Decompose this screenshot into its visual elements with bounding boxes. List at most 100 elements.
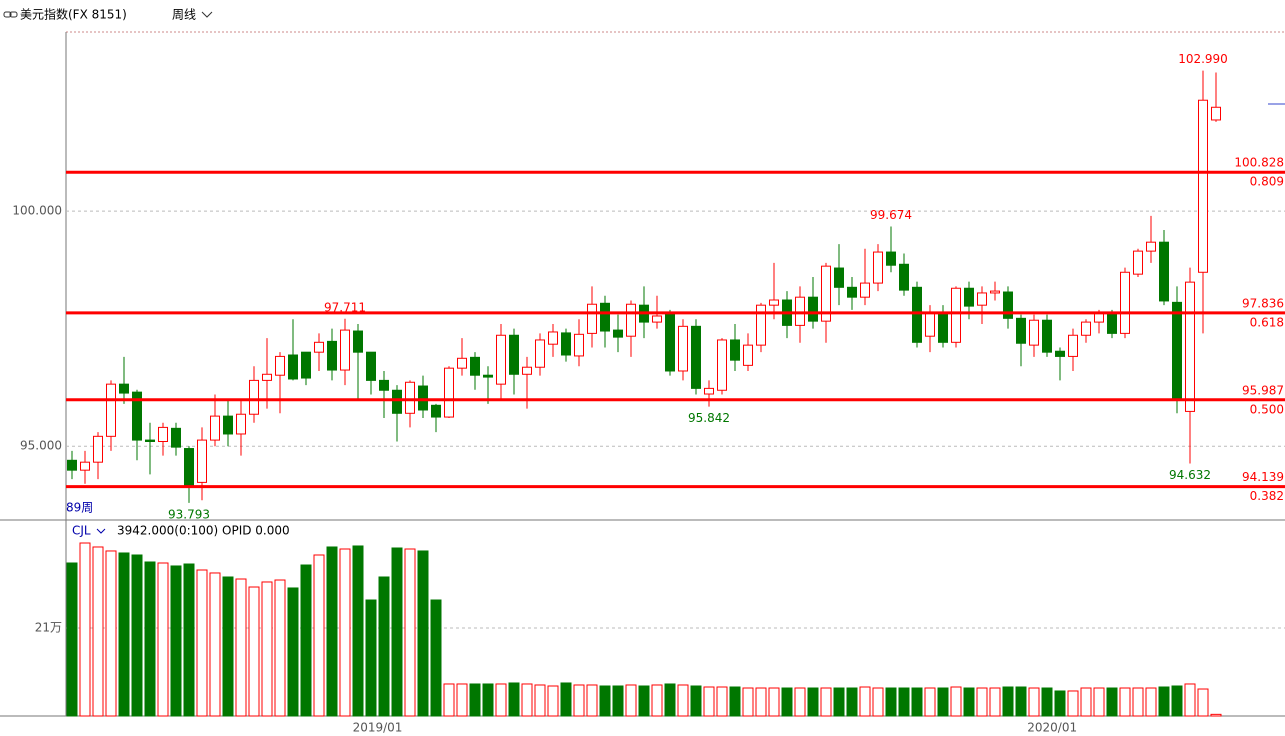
volume-bar: [417, 550, 429, 717]
candle-body: [1159, 241, 1169, 302]
period-chevron[interactable]: [201, 11, 213, 18]
candle-body: [431, 404, 441, 418]
volume-bar: [729, 686, 741, 717]
volume-bar: [521, 683, 533, 717]
candle-body: [691, 325, 701, 389]
candle-body: [1198, 99, 1208, 273]
candle-body: [847, 286, 857, 298]
candle-body: [1185, 281, 1195, 412]
candle-body: [626, 303, 636, 337]
volume-bar: [1067, 690, 1079, 717]
volume-bar: [898, 687, 910, 717]
candle-body: [678, 325, 688, 372]
candle-body: [1146, 241, 1156, 252]
candle-body: [1120, 271, 1130, 334]
candle-body: [1068, 334, 1078, 357]
candle-body: [210, 415, 220, 441]
candle-body: [353, 330, 363, 353]
volume-bar: [79, 542, 91, 717]
candle-body: [730, 339, 740, 361]
volume-bar: [859, 686, 871, 717]
volume-bar: [846, 687, 858, 717]
extreme-label: 102.990: [1178, 52, 1228, 66]
volume-bar: [157, 562, 169, 717]
candle-body: [327, 340, 337, 371]
candle-body: [145, 439, 155, 442]
period-selector[interactable]: 周线: [172, 8, 196, 22]
volume-bar: [599, 685, 611, 717]
level-value: 100.828: [1234, 156, 1284, 170]
candle-body: [405, 381, 415, 414]
candle-body: [834, 267, 844, 288]
volume-bar: [248, 586, 260, 717]
candle-body: [483, 374, 493, 378]
candle-body: [912, 286, 922, 343]
candle-body: [223, 415, 233, 435]
candle-body: [106, 383, 116, 437]
volume-bar: [300, 564, 312, 717]
volume-bar: [911, 687, 923, 717]
volume-bar: [170, 565, 182, 717]
extreme-label: 93.793: [168, 507, 210, 521]
volume-bar: [989, 687, 1001, 717]
candle-body: [249, 379, 259, 415]
volume-bar: [508, 682, 520, 717]
candle-body: [1029, 319, 1039, 346]
candle-body: [1081, 321, 1091, 336]
candle-body: [262, 373, 272, 381]
volume-bar: [131, 554, 143, 717]
volume-bar: [794, 687, 806, 717]
candle-body: [938, 312, 948, 343]
level-ratio: 0.618: [1250, 315, 1284, 329]
candle-body: [314, 341, 324, 353]
candle-body: [444, 367, 454, 418]
candle-body: [340, 329, 350, 371]
candle-body: [1042, 319, 1052, 353]
candle-body: [743, 344, 753, 366]
x-tick-label: 2020/01: [1027, 721, 1077, 735]
volume-bar: [664, 683, 676, 717]
volume-bar: [495, 683, 507, 717]
candle-body: [509, 334, 519, 375]
candle-body: [1094, 312, 1104, 323]
volume-bar: [1028, 687, 1040, 717]
volume-bar: [677, 684, 689, 717]
volume-bar: [963, 687, 975, 717]
y-tick-label: 21万: [35, 620, 62, 634]
volume-bar: [755, 687, 767, 717]
volume-bar: [118, 552, 130, 717]
volume-bar: [1158, 686, 1170, 717]
volume-bar: [1171, 685, 1183, 717]
candle-body: [275, 355, 285, 376]
volume-bar: [820, 687, 832, 717]
candle-body: [470, 356, 480, 376]
candle-body: [769, 299, 779, 306]
volume-bar: [313, 554, 325, 717]
extreme-label: 94.632: [1169, 468, 1211, 482]
candle-body: [522, 366, 532, 375]
volume-bar: [651, 684, 663, 717]
volume-bar: [1080, 687, 1092, 717]
candle-body: [886, 251, 896, 266]
indicator-chevron[interactable]: [96, 528, 106, 534]
candle-body: [93, 435, 103, 463]
candle-body: [899, 263, 909, 291]
candle-body: [808, 296, 818, 322]
candle-body: [951, 287, 961, 343]
candle-body: [704, 387, 714, 395]
indicator-name[interactable]: CJL: [72, 524, 91, 538]
volume-bar: [1015, 686, 1027, 717]
candle-body: [535, 339, 545, 368]
candle-body: [67, 459, 77, 471]
candle-body: [613, 329, 623, 338]
volume-bar: [950, 686, 962, 717]
volume-bar: [1054, 690, 1066, 717]
volume-bar: [196, 569, 208, 717]
volume-bar: [885, 687, 897, 717]
volume-bar: [1093, 687, 1105, 717]
candle-body: [1107, 312, 1117, 334]
volume-bar: [339, 548, 351, 717]
x-tick-label: 2019/01: [353, 721, 403, 735]
level-value: 95.987: [1242, 383, 1284, 397]
volume-bar: [469, 683, 481, 717]
